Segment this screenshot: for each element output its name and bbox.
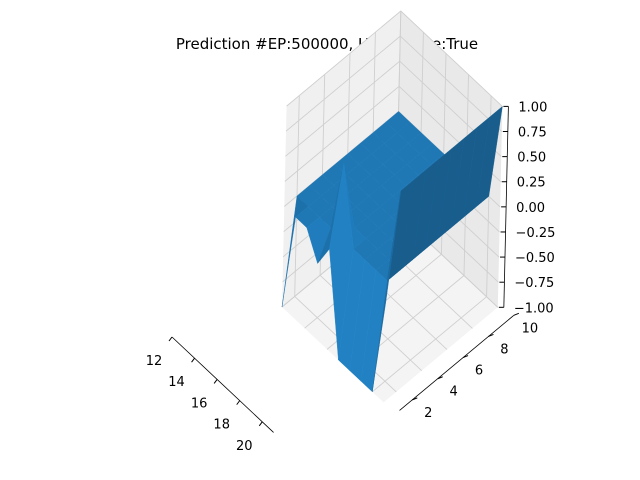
z-tick-label: 1.00 xyxy=(518,100,547,115)
z-tick-label: 0.00 xyxy=(516,201,545,216)
pane-floor xyxy=(282,211,498,403)
y-axis-line xyxy=(399,315,515,411)
x-tick-mark xyxy=(191,357,195,363)
x-tick-label: 18 xyxy=(213,418,230,433)
y-tick-label: 2 xyxy=(424,406,432,421)
surface-facet xyxy=(372,190,401,392)
y-tick-mark xyxy=(513,312,520,316)
gridline-z xyxy=(286,10,503,107)
y-tick-label: 4 xyxy=(450,385,458,400)
z-tick-label: −0.75 xyxy=(514,276,554,291)
x-tick-mark xyxy=(258,421,263,427)
z-tick-label: −1.00 xyxy=(514,301,554,316)
z-tick-label: −0.50 xyxy=(515,251,555,266)
x-tick-label: 20 xyxy=(236,439,253,454)
y-tick-mark xyxy=(488,333,494,337)
gridline-z xyxy=(285,60,502,157)
y-tick-label: 8 xyxy=(500,342,508,357)
y-tick-label: 10 xyxy=(522,321,539,336)
z-tick-label: 0.25 xyxy=(517,176,546,191)
x-axis-line xyxy=(171,336,274,433)
y-tick-label: 6 xyxy=(475,364,483,379)
y-tick-mark xyxy=(437,376,443,380)
z-tick-label: −0.25 xyxy=(516,226,556,241)
z-tick-label: 0.50 xyxy=(517,151,546,166)
z-tick-label: 0.75 xyxy=(518,126,547,141)
x-tick-mark xyxy=(168,336,173,342)
y-tick-mark xyxy=(412,397,418,401)
x-tick-label: 16 xyxy=(191,396,208,411)
x-tick-mark xyxy=(213,379,218,384)
x-tick-mark xyxy=(236,400,241,405)
x-tick-label: 12 xyxy=(146,354,163,369)
x-tick-label: 14 xyxy=(168,375,185,390)
surface-mesh xyxy=(281,105,503,393)
axes: 12 14 16 18 20 2 4 6 8 10 1.00 0.75 0.50 0.25 0.00 −0.2… xyxy=(146,100,556,453)
gridline-z xyxy=(285,35,503,132)
y-tick-mark xyxy=(462,355,469,359)
